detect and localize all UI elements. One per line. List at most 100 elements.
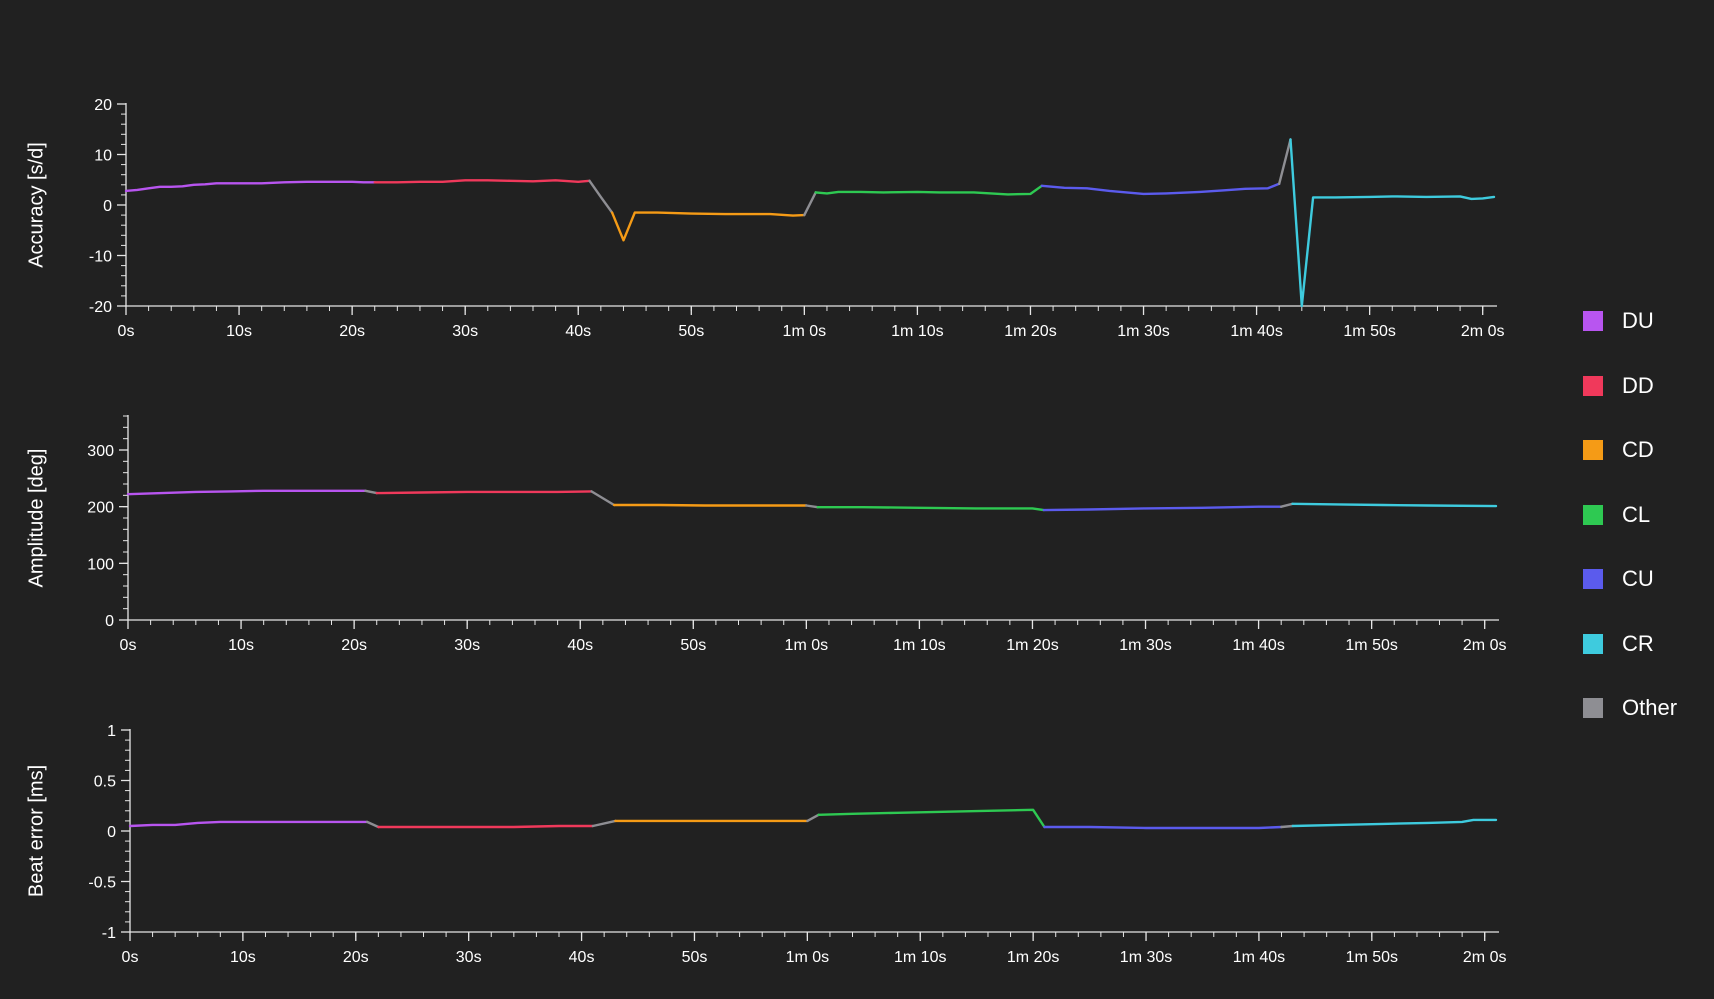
legend-label-dd: DD <box>1622 372 1654 398</box>
legend-swatch-cl <box>1583 504 1603 525</box>
panel-3-series-cl-line <box>817 808 1046 829</box>
panel-2-x-tick-label: 1m 0s <box>785 637 829 654</box>
panel-3-y-tick-label: -0.5 <box>88 875 116 892</box>
legend-label-cl: CL <box>1622 501 1651 527</box>
panel-3-series-du-line <box>128 820 369 828</box>
panel-1-x-tick-label: 1m 30s <box>1117 323 1169 340</box>
panel-1-x-tick-label: 30s <box>452 323 478 340</box>
legend-label-other: Other <box>1622 695 1678 720</box>
panel-2-series-cr-line <box>1291 502 1498 508</box>
panel-1-series-dd-line <box>373 179 591 184</box>
panel-3-series-cu-line <box>1043 825 1283 830</box>
panel-2-y-axis-label: Amplitude [deg] <box>25 449 47 588</box>
panel-2-x-tick-label: 1m 50s <box>1345 637 1397 654</box>
panel-2-x-tick-label: 30s <box>454 637 480 654</box>
legend-item-cl[interactable]: CL <box>1583 502 1713 567</box>
panel-1-x-tick-label: 1m 10s <box>891 323 943 340</box>
legend-swatch-du <box>1583 311 1603 331</box>
panel-2-series-dd-line <box>375 490 593 495</box>
panel-2-x-tick-label: 0s <box>120 637 137 654</box>
legend-item-dd[interactable]: DD <box>1583 373 1713 438</box>
panel-3-y-tick-label: 0 <box>107 824 116 841</box>
panel-3-x-tick-label: 30s <box>456 949 482 966</box>
legend-label-cr: CR <box>1622 630 1654 656</box>
panel-1-y-tick-label: 0 <box>103 198 112 215</box>
panel-3-x-tick-label: 1m 30s <box>1120 949 1172 966</box>
panel-1-x-tick-label: 50s <box>678 323 704 340</box>
panel-1-x-tick-label: 1m 0s <box>783 323 827 340</box>
panel-3-y-tick-label: -1 <box>102 925 116 942</box>
panel-1-x-tick-label: 40s <box>565 323 591 340</box>
panel-3-series-cr-line <box>1291 818 1498 828</box>
panel-2-x-tick-label: 1m 30s <box>1119 637 1171 654</box>
panel-3-x-tick-label: 2m 0s <box>1463 949 1507 966</box>
panel-2-series-du-line <box>126 489 367 496</box>
panel-1-y-axis-label: Accuracy [s/d] <box>25 142 47 268</box>
panel-1-x-tick-label: 0s <box>118 323 135 340</box>
panel-3-y-tick-label: 0.5 <box>94 774 116 791</box>
legend-item-cu[interactable]: CU <box>1583 566 1713 631</box>
panel-3-series-other-line <box>806 813 820 823</box>
panel-1-series-cd-line <box>610 211 806 242</box>
panel-2-x-tick-label: 1m 10s <box>893 637 945 654</box>
panel-1-series-cr-line <box>1289 138 1496 308</box>
panel-3-x-tick-label: 0s <box>122 949 139 966</box>
panel-1-x-tick-label: 10s <box>226 323 252 340</box>
legend-label-du: DU <box>1622 308 1654 333</box>
panel-2-series-other-line <box>1279 502 1294 508</box>
panel-1-series-cl-line <box>814 184 1044 196</box>
legend-swatch-cr <box>1583 633 1603 654</box>
panel-2-x-tick-label: 10s <box>228 637 254 654</box>
panel-1-series-other-line <box>803 191 817 217</box>
panel-1-series-cu-line <box>1040 182 1281 196</box>
panel-3-x-tick-label: 1m 40s <box>1233 949 1285 966</box>
panel-3-x-tick-label: 1m 0s <box>786 949 830 966</box>
panel-2-series-other-line <box>805 504 819 509</box>
legend-item-other[interactable]: Other <box>1583 695 1713 760</box>
panel-3-series-other-line <box>591 819 617 828</box>
legend-swatch-other <box>1583 698 1603 718</box>
panel-1-series-other-line <box>1277 138 1292 186</box>
panel-1-x-tick-label: 20s <box>339 323 365 340</box>
legend-swatch-cu <box>1583 569 1603 589</box>
panel-1-x-tick-label: 1m 50s <box>1343 323 1395 340</box>
panel-1-series-other-line <box>588 179 614 214</box>
legend-item-cd[interactable]: CD <box>1583 437 1713 502</box>
panel-2-series-cd-line <box>612 503 808 507</box>
panel-3-x-tick-label: 40s <box>569 949 595 966</box>
panel-2-y-tick-label: 200 <box>87 500 114 517</box>
panel-3-y-axis-label: Beat error [ms] <box>25 765 47 897</box>
panel-3-series-dd-line <box>377 824 595 829</box>
panel-3-x-tick-label: 10s <box>230 949 256 966</box>
panel-2-series-cu-line <box>1042 505 1283 512</box>
panel-3-x-tick-label: 1m 50s <box>1346 949 1398 966</box>
legend-item-cr[interactable]: CR <box>1583 631 1713 696</box>
panel-2-x-tick-label: 1m 40s <box>1232 637 1284 654</box>
panel-3-series-other-line <box>1280 824 1295 829</box>
legend-label-cu: CU <box>1622 566 1654 591</box>
panel-2-series-cl-line <box>816 506 1046 512</box>
panel-2-x-tick-label: 20s <box>341 637 367 654</box>
panel-1-y-tick-label: -10 <box>89 249 112 266</box>
legend-label-cd: CD <box>1622 437 1654 462</box>
panel-2-series-other-line <box>364 489 378 495</box>
panel-3-x-tick-label: 20s <box>343 949 369 966</box>
panel-2-x-tick-label: 1m 20s <box>1006 637 1058 654</box>
panel-3-series-other-line <box>365 820 380 829</box>
panel-2-x-tick-label: 50s <box>680 637 706 654</box>
panel-1-x-tick-label: 1m 20s <box>1004 323 1056 340</box>
panel-1-x-tick-label: 2m 0s <box>1461 323 1505 340</box>
panel-3-x-tick-label: 50s <box>682 949 708 966</box>
panel-3-x-tick-label: 1m 20s <box>1007 949 1059 966</box>
panel-2-x-tick-label: 40s <box>567 637 593 654</box>
panel-3-x-tick-label: 1m 10s <box>894 949 946 966</box>
panel-2-x-tick-label: 2m 0s <box>1463 637 1507 654</box>
panel-1-series-du-line <box>124 180 376 193</box>
legend-item-du[interactable]: DU <box>1583 308 1713 373</box>
panel-1-y-tick-label: 10 <box>94 148 112 165</box>
panel-2-y-tick-label: 100 <box>87 556 114 573</box>
panel-2-y-tick-label: 0 <box>105 613 114 630</box>
panel-2-series-other-line <box>590 490 616 507</box>
legend-swatch-cd <box>1583 440 1603 460</box>
